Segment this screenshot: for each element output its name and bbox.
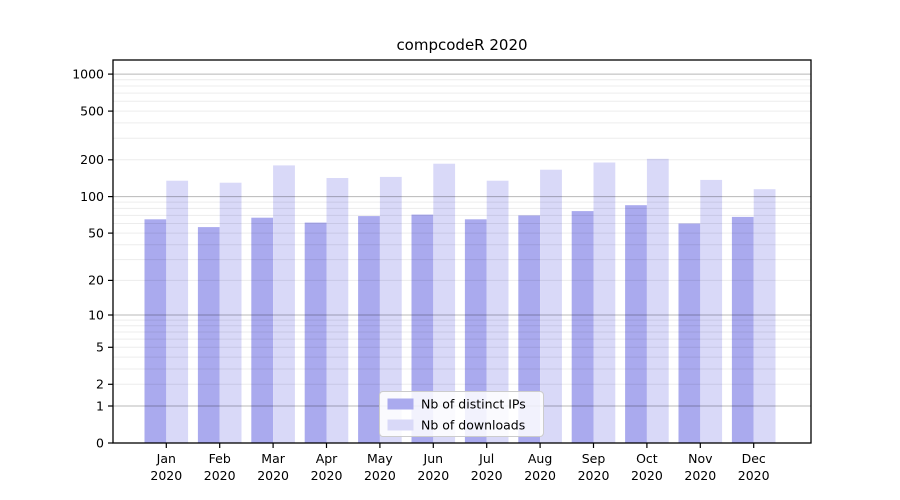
- bar-downloads: [433, 163, 456, 443]
- x-axis-tick-label: Nov 2020: [684, 451, 716, 483]
- y-axis-tick-label: 0: [96, 435, 104, 450]
- x-axis-tick-label: Dec 2020: [738, 451, 770, 483]
- bar-distinct-ips: [464, 219, 487, 443]
- bar-distinct-ips: [358, 216, 380, 443]
- y-axis-tick-label: 50: [88, 225, 104, 240]
- bar-distinct-ips: [571, 211, 594, 443]
- bar-downloads: [593, 162, 616, 443]
- x-axis-tick-label: Jul 2020: [471, 451, 503, 483]
- x-axis-tick-label: Jun 2020: [417, 451, 449, 483]
- bar-distinct-ips: [625, 205, 647, 443]
- y-axis-tick-label: 1: [96, 398, 104, 413]
- bar-distinct-ips: [678, 223, 701, 443]
- y-axis-tick-label: 2: [96, 377, 104, 392]
- x-axis-tick-label: Aug 2020: [524, 451, 556, 483]
- x-axis-tick-label: Sep 2020: [578, 451, 610, 483]
- bar-distinct-ips: [411, 214, 434, 443]
- bar-distinct-ips: [731, 216, 754, 443]
- y-axis-tick-label: 500: [80, 103, 104, 118]
- legend-swatch-distinct-ips: [387, 398, 414, 410]
- bar-downloads: [273, 165, 295, 443]
- bar-distinct-ips: [304, 222, 327, 443]
- x-axis-tick-label: Mar 2020: [257, 451, 289, 483]
- bar-downloads: [700, 179, 723, 443]
- bar-downloads: [646, 158, 669, 444]
- y-axis-tick-label: 5: [96, 340, 104, 355]
- legend-box: [379, 391, 544, 437]
- bar-downloads: [379, 176, 402, 443]
- bar-distinct-ips: [251, 217, 274, 443]
- legend-swatch-downloads: [387, 419, 414, 431]
- y-axis-tick-label: 1000: [72, 66, 104, 81]
- x-axis-tick-label: Apr 2020: [311, 451, 343, 483]
- bar-downloads: [753, 189, 776, 443]
- legend-label-downloads: Nb of downloads: [421, 418, 525, 433]
- legend: Nb of distinct IPs Nb of downloads: [379, 391, 544, 437]
- y-axis-tick-label: 100: [80, 189, 104, 204]
- plot-frame: [112, 59, 812, 444]
- bar-distinct-ips: [144, 219, 167, 443]
- x-axis-tick-label: May 2020: [364, 451, 396, 483]
- x-axis-tick-label: Feb 2020: [204, 451, 236, 483]
- y-axis-tick-label: 10: [88, 307, 104, 322]
- y-axis-tick-label: 20: [88, 273, 104, 288]
- x-axis-tick-label: Oct 2020: [631, 451, 663, 483]
- bar-distinct-ips: [197, 227, 220, 443]
- bar-downloads: [326, 178, 349, 443]
- bar-distinct-ips: [518, 215, 541, 443]
- bar-downloads: [486, 180, 509, 443]
- legend-label-distinct-ips: Nb of distinct IPs: [421, 397, 526, 412]
- bar-downloads: [166, 180, 189, 443]
- y-axis-tick-label: 200: [80, 152, 104, 167]
- x-axis-tick-label: Jan 2020: [150, 451, 182, 483]
- bar-downloads: [540, 169, 562, 443]
- chart-title: compcodeR 2020: [396, 36, 528, 54]
- bar-downloads: [219, 182, 242, 443]
